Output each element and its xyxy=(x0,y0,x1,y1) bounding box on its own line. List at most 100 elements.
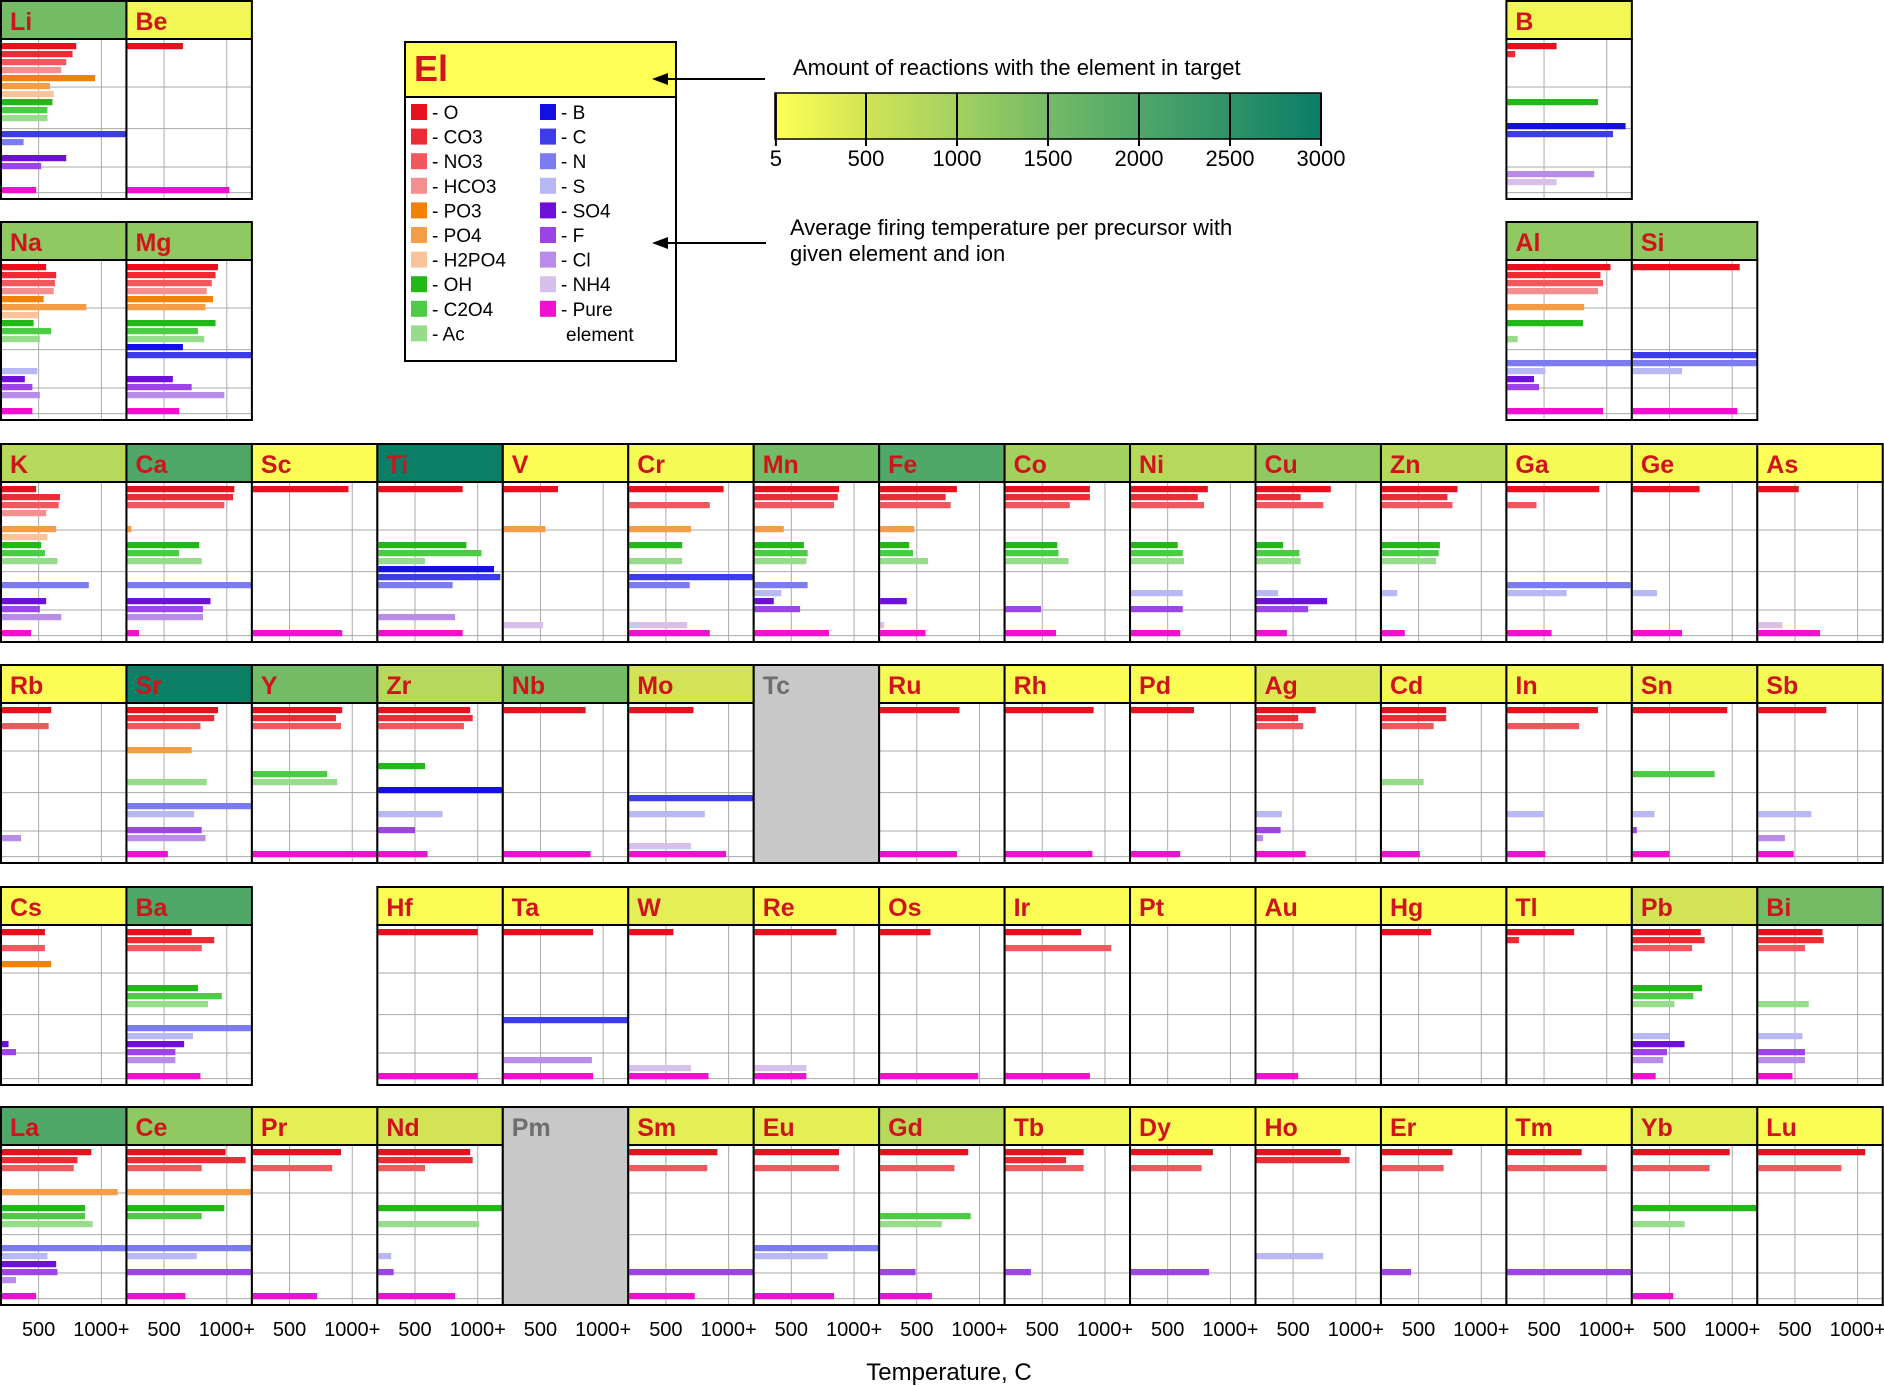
bar-cl xyxy=(1256,835,1264,842)
bar-po4 xyxy=(503,526,546,533)
element-symbol: Au xyxy=(1265,894,1298,922)
bar-pure xyxy=(754,1293,834,1300)
element-header xyxy=(1756,886,1884,926)
element-cell-sr: Sr xyxy=(125,664,253,864)
bar-n xyxy=(378,582,453,589)
bar-f xyxy=(378,1269,394,1276)
bar-o xyxy=(880,486,957,493)
element-cell-zn: Zn xyxy=(1379,443,1508,643)
bar-o xyxy=(754,486,840,493)
bar-no3 xyxy=(2,723,49,730)
bar-f xyxy=(127,384,192,391)
bar-b xyxy=(127,344,183,351)
element-header xyxy=(878,443,1006,483)
element-plot-area xyxy=(377,703,503,863)
bar-cl xyxy=(2,392,40,399)
element-cell-fe: Fe xyxy=(878,443,1006,643)
bar-o xyxy=(1381,1149,1453,1156)
element-plot-area xyxy=(1,703,127,863)
element-symbol: Ca xyxy=(135,451,168,479)
element-symbol: Nb xyxy=(512,672,545,700)
bar-ac xyxy=(2,115,48,122)
bar-so4 xyxy=(754,598,774,605)
element-plot-area xyxy=(753,1145,880,1305)
element-header xyxy=(1756,443,1884,483)
bar-o xyxy=(1632,264,1740,271)
bar-cl xyxy=(127,835,206,842)
bar-pure xyxy=(629,1293,695,1300)
bar-pure xyxy=(1632,851,1670,858)
element-cell-be: Be xyxy=(125,0,253,200)
legend-label: - O xyxy=(432,103,458,124)
bar-o xyxy=(1256,707,1316,714)
legend-swatch xyxy=(411,153,427,170)
bar-no3 xyxy=(252,1165,333,1172)
legend-label: - Pure xyxy=(561,300,613,321)
bar-oh xyxy=(754,542,804,549)
bar-pure xyxy=(880,1073,979,1080)
bar-ac xyxy=(754,558,807,565)
bar-co3 xyxy=(1256,715,1299,722)
bar-po4 xyxy=(127,304,206,311)
bar-co3 xyxy=(1758,937,1824,944)
element-cell-w: W xyxy=(627,886,755,1086)
element-header xyxy=(1505,1106,1633,1146)
bar-n xyxy=(127,803,252,810)
bar-hco3 xyxy=(127,288,207,295)
bar-c xyxy=(1632,352,1758,359)
element-symbol: Sb xyxy=(1766,672,1798,700)
bar-s xyxy=(2,1253,48,1260)
bar-co3 xyxy=(1507,937,1519,944)
bar-ac xyxy=(1256,558,1301,565)
element-symbol: Cs xyxy=(10,894,42,922)
bar-oh xyxy=(880,542,910,549)
bar-co3 xyxy=(1507,51,1516,58)
element-missing-box xyxy=(501,1106,630,1306)
bar-c2o4 xyxy=(754,550,808,557)
element-symbol: Sn xyxy=(1641,672,1673,700)
element-plot-border xyxy=(1630,259,1759,421)
element-symbol: Lu xyxy=(1766,1114,1797,1142)
bar-o xyxy=(127,707,219,714)
bar-pure xyxy=(252,851,378,858)
legend-label: - HCO3 xyxy=(432,177,496,198)
element-plot-area xyxy=(1506,1145,1632,1305)
bar-c xyxy=(127,352,252,359)
element-plot-area xyxy=(377,925,503,1085)
element-symbol: In xyxy=(1515,672,1537,700)
bar-no3 xyxy=(127,280,212,287)
bar-pure xyxy=(378,1073,478,1080)
bar-n xyxy=(127,1025,252,1032)
element-cell-ir: Ir xyxy=(1003,886,1132,1086)
bar-oh xyxy=(1507,99,1598,106)
bar-cl xyxy=(127,614,203,621)
bar-pure xyxy=(1507,851,1546,858)
element-cell-er: Er xyxy=(1379,1106,1508,1306)
bar-s xyxy=(1131,590,1183,597)
element-plot-area xyxy=(1130,1145,1256,1305)
bar-c2o4 xyxy=(2,1213,86,1220)
bar-s xyxy=(127,811,195,818)
bar-co3 xyxy=(754,494,838,501)
bar-no3 xyxy=(1507,502,1537,509)
bar-pure xyxy=(1256,851,1306,858)
element-plot-area xyxy=(1631,482,1758,642)
bar-s xyxy=(629,811,705,818)
bar-o xyxy=(127,264,219,271)
legend-swatch xyxy=(540,128,556,145)
bar-s xyxy=(2,368,38,375)
bar-o xyxy=(1005,929,1082,936)
bar-pure xyxy=(1005,630,1057,637)
bar-ac xyxy=(378,1221,479,1228)
bar-pure xyxy=(754,630,829,637)
element-cell-cs: Cs xyxy=(0,886,128,1086)
x-tick-label: 1000+ xyxy=(826,1319,882,1341)
bar-pure xyxy=(754,1073,807,1080)
bar-ac xyxy=(1632,1221,1685,1228)
element-plot-area xyxy=(1130,925,1256,1085)
element-symbol: La xyxy=(10,1114,40,1142)
bar-ac xyxy=(1507,336,1518,343)
bar-c xyxy=(1507,131,1614,138)
x-tick-label: 500 xyxy=(273,1319,306,1341)
element-header xyxy=(1254,443,1382,483)
